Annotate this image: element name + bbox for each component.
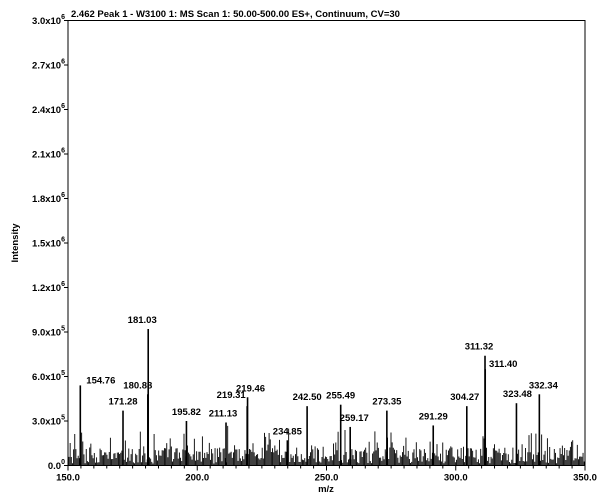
peak-label: 219.31 <box>217 390 247 401</box>
peak-label: 154.76 <box>86 375 115 386</box>
y-tick-label: 1.2x106 <box>32 281 65 294</box>
peak-label: 259.17 <box>340 413 369 424</box>
peak-label: 195.82 <box>172 407 201 418</box>
x-tick-label: 350.0 <box>573 473 597 484</box>
y-tick-label: 1.5x106 <box>32 237 65 250</box>
x-axis: 150.0 200.0 250.0 300.0 350.0 <box>56 465 597 484</box>
peak-label: 219.46 <box>236 383 265 394</box>
x-tick-label: 150.0 <box>56 473 80 484</box>
y-tick-label: 6.0x105 <box>32 370 65 383</box>
x-tick-label: 250.0 <box>315 473 339 484</box>
peak-label: 255.49 <box>326 391 355 402</box>
y-axis-label: Intensity <box>10 223 21 263</box>
x-tick-label: 300.0 <box>444 473 468 484</box>
peak-label: 323.48 <box>503 389 532 400</box>
peak-label: 291.29 <box>419 411 448 422</box>
y-tick-label: 2.4x106 <box>32 103 65 116</box>
y-tick-label: 9.0x105 <box>32 326 65 339</box>
baseline-noise <box>68 425 585 466</box>
x-tick-label: 200.0 <box>185 473 209 484</box>
y-tick-label: 3.0x105 <box>32 415 65 428</box>
peak-label: 311.32 <box>465 342 494 353</box>
y-tick-label: 2.7x106 <box>32 59 65 72</box>
peak-label: 171.28 <box>108 397 137 408</box>
peak-label: 242.50 <box>293 392 322 403</box>
x-axis-label: m/z <box>318 484 334 495</box>
peak-label: 234.85 <box>273 426 303 437</box>
peak-label: 273.35 <box>372 397 402 408</box>
peak-lines <box>79 329 541 466</box>
y-axis: 0.00 3.0x105 6.0x105 9.0x105 1.2x106 1.5x106 1… <box>32 14 68 472</box>
peak-label: 181.03 <box>128 315 157 326</box>
y-tick-label: 1.8x106 <box>32 192 65 205</box>
peak-label: 332.34 <box>529 380 559 391</box>
y-tick-label: 3.0x106 <box>32 14 65 27</box>
y-tick-label: 2.1x106 <box>32 148 65 161</box>
peak-label: 304.27 <box>450 392 479 403</box>
peak-label: 180.88 <box>123 380 152 391</box>
y-tick-label: 0.00 <box>48 459 65 472</box>
peak-labels: 154.76 171.28 180.88 181.03 195.82 211.13 219.… <box>86 315 558 437</box>
peak-label: 211.13 <box>209 408 238 419</box>
peak-label: 311.40 <box>489 359 518 370</box>
chart-title: 2.462 Peak 1 - W3100 1: MS Scan 1: 50.00… <box>71 9 400 20</box>
